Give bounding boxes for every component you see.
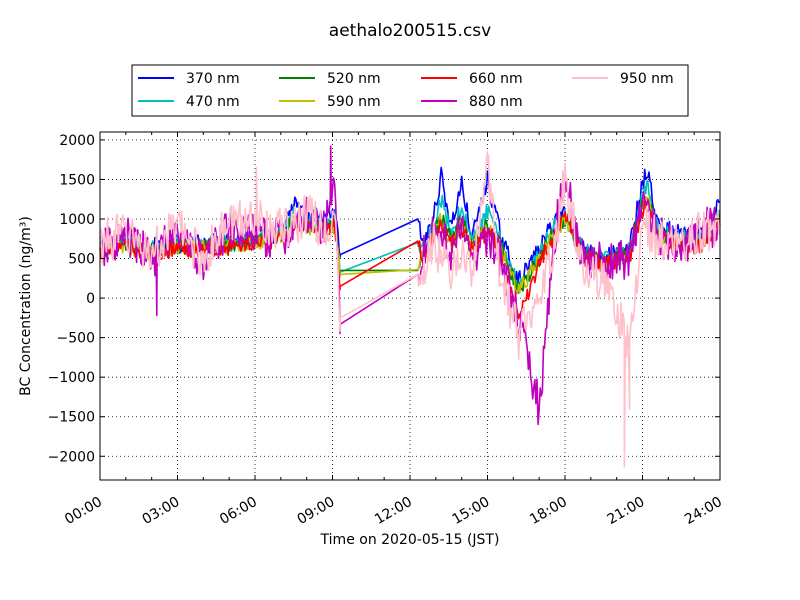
y-tick-label: 2000 xyxy=(59,133,95,149)
series-lines xyxy=(99,145,721,468)
x-tick-label: 09:00 xyxy=(295,494,338,528)
legend-entry: 520 nm xyxy=(327,71,381,87)
y-tick-label: 1500 xyxy=(59,172,95,188)
y-tick-labels: −2000 −1500 −1000 −500 0 500 1000 1500 2000 xyxy=(48,133,95,465)
legend-entry: 370 nm xyxy=(186,71,240,87)
y-axis-label: BC Concentration (ng/m³) xyxy=(18,216,34,396)
legend-entry: 950 nm xyxy=(620,71,674,87)
y-tick-label: −1000 xyxy=(48,370,95,386)
legend-entry: 470 nm xyxy=(186,94,240,110)
x-axis-label: Time on 2020-05-15 (JST) xyxy=(320,532,500,548)
y-tick-label: −1500 xyxy=(48,410,95,426)
plot-area xyxy=(99,131,721,481)
plot-background xyxy=(100,132,720,480)
ticks xyxy=(99,132,721,480)
legend-entry: 880 nm xyxy=(469,94,523,110)
x-tick-label: 06:00 xyxy=(217,494,260,528)
chart-title: aethalo200515.csv xyxy=(329,21,491,41)
legend: 370 nm 470 nm 520 nm 590 nm 660 nm 880 nm 950 … xyxy=(131,64,689,117)
series-line-950-nm xyxy=(99,150,721,468)
y-tick-label: 500 xyxy=(68,252,95,268)
legend-box xyxy=(131,64,689,117)
y-tick-label: −500 xyxy=(57,331,95,347)
legend-entry: 590 nm xyxy=(327,94,381,110)
x-tick-label: 12:00 xyxy=(372,494,415,528)
x-tick-label: 18:00 xyxy=(527,494,570,528)
y-tick-label: 0 xyxy=(86,291,95,307)
x-tick-label: 03:00 xyxy=(140,494,183,528)
legend-entry: 660 nm xyxy=(469,71,523,87)
x-tick-labels: 00:00 03:00 06:00 09:00 12:00 15:00 18:00 21:00… xyxy=(62,494,725,528)
x-tick-label: 15:00 xyxy=(450,494,493,528)
x-tick-label: 21:00 xyxy=(605,494,648,528)
x-tick-label: 00:00 xyxy=(62,494,105,528)
y-tick-label: 1000 xyxy=(59,212,95,228)
x-tick-label: 24:00 xyxy=(682,494,725,528)
y-tick-label: −2000 xyxy=(48,449,95,465)
